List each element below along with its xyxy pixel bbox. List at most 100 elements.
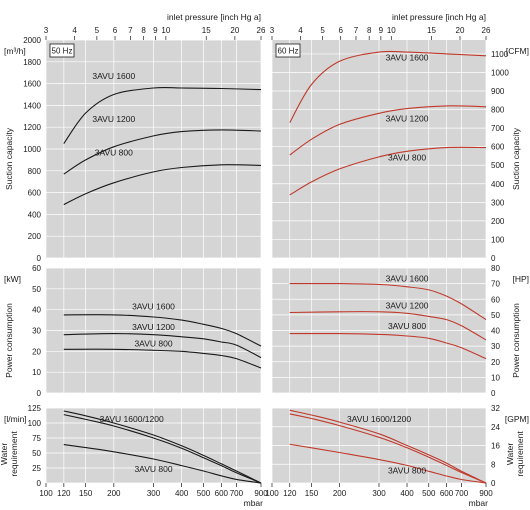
top-axis-tick-label: 8 xyxy=(367,26,372,35)
right-axis-title: Waterrequirement xyxy=(505,431,525,477)
series-line-60hz-suction-2 xyxy=(289,146,487,196)
series-line-60hz-water-2 xyxy=(289,443,487,484)
top-axis-title: inlet pressure [inch Hg a] xyxy=(167,12,261,22)
left-axis-tick-label: 1800 xyxy=(23,58,41,67)
curve-label: 3AVU 800 xyxy=(95,148,133,158)
series-line-50hz-power-2 xyxy=(63,348,262,369)
left-axis-tick-label: 100 xyxy=(28,419,42,428)
series-line-60hz-suction-0 xyxy=(289,50,487,123)
right-axis-tick-label: 40 xyxy=(491,327,500,336)
top-axis-tick-label: 8 xyxy=(141,26,146,35)
top-axis-tick-label: 26 xyxy=(482,26,491,35)
left-axis-tick-label: 20 xyxy=(32,347,41,356)
left-axis-tick-label: 60 xyxy=(32,264,41,273)
right-axis-tick-label: 500 xyxy=(491,161,505,170)
curve-label: 3AVU 1600 xyxy=(386,273,429,283)
right-axis-tick-label: 30 xyxy=(491,342,500,351)
bottom-axis-unit: mbar xyxy=(469,498,489,508)
series-line-60hz-suction-1 xyxy=(289,105,487,156)
right-axis-tick-label: 900 xyxy=(491,87,505,96)
curve-label: 3AVU 1200 xyxy=(92,114,135,124)
frequency-badge xyxy=(275,43,301,58)
left-axis-tick-label: 0 xyxy=(37,254,42,263)
bottom-axis-tick-label: 400 xyxy=(400,489,414,498)
left-axis-unit: [m³/h] xyxy=(4,46,26,56)
top-axis-tick-label: 3 xyxy=(270,26,275,35)
top-axis-tick-label: 4 xyxy=(72,26,77,35)
bottom-axis-tick-label: 150 xyxy=(305,489,319,498)
frequency-badge xyxy=(49,43,75,58)
right-axis-tick-label: 70 xyxy=(491,280,500,289)
left-axis-title: Waterrequirement xyxy=(0,431,19,477)
series-line-50hz-suction-2 xyxy=(63,164,262,206)
series-line-50hz-power-1 xyxy=(63,333,262,359)
top-axis-tick-label: 20 xyxy=(230,26,239,35)
left-axis-tick-label: 0 xyxy=(37,389,42,398)
top-axis-tick-label: 15 xyxy=(202,26,211,35)
curve-label: 3AVU 1200 xyxy=(386,114,429,124)
curve-label: 3AVU 800 xyxy=(388,153,426,163)
left-axis-tick-label: 0 xyxy=(37,479,42,488)
right-axis-tick-label: 16 xyxy=(491,442,500,451)
frequency-badge-label: 50 Hz xyxy=(52,47,73,56)
left-axis-tick-label: 50 xyxy=(32,285,41,294)
series-line-50hz-suction-0 xyxy=(63,86,262,144)
right-axis-tick-label: 1100 xyxy=(491,50,509,59)
series-line-60hz-power-0 xyxy=(289,283,487,321)
series-line-60hz-power-1 xyxy=(289,311,487,341)
right-axis-tick-label: 700 xyxy=(491,124,505,133)
curve-label: 3AVU 800 xyxy=(388,321,426,331)
left-axis-tick-label: 1000 xyxy=(23,145,41,154)
top-axis-tick-label: 4 xyxy=(298,26,303,35)
left-axis-tick-label: 1200 xyxy=(23,123,41,132)
curve-label: 3AVU 800 xyxy=(388,466,426,476)
top-axis-tick-label: 3 xyxy=(44,26,49,35)
right-axis-tick-label: 60 xyxy=(491,295,500,304)
curve-label: 3AVU 1600/1200 xyxy=(100,414,164,424)
left-axis-tick-label: 400 xyxy=(28,210,42,219)
curve-label: 3AVU 800 xyxy=(134,339,172,349)
top-axis-tick-label: 26 xyxy=(257,26,266,35)
bottom-axis-tick-label: 100 xyxy=(39,489,53,498)
bottom-axis-tick-label: 200 xyxy=(333,489,347,498)
right-axis-tick-label: 32 xyxy=(491,404,500,413)
bottom-axis-tick-label: 400 xyxy=(175,489,189,498)
right-axis-unit: [HP] xyxy=(512,274,529,284)
bottom-axis-tick-label: 900 xyxy=(479,489,493,498)
top-axis-tick-label: 6 xyxy=(113,26,118,35)
top-axis-tick-label: 9 xyxy=(379,26,384,35)
bottom-axis-tick-label: 700 xyxy=(230,489,244,498)
top-axis-title: inlet pressure [inch Hg a] xyxy=(392,12,486,22)
left-axis-tick-label: 600 xyxy=(28,189,42,198)
right-axis-tick-label: 200 xyxy=(491,217,505,226)
left-axis-tick-label: 200 xyxy=(28,232,42,241)
top-axis-tick-label: 5 xyxy=(320,26,325,35)
right-axis-tick-label: 80 xyxy=(491,264,500,273)
left-axis-title: Power consumption xyxy=(4,303,14,378)
left-axis-tick-label: 1600 xyxy=(23,80,41,89)
curve-label: 3AVU 1200 xyxy=(386,301,429,311)
bottom-axis-tick-label: 600 xyxy=(440,489,454,498)
left-axis-tick-label: 10 xyxy=(32,368,41,377)
top-axis-tick-label: 7 xyxy=(128,26,133,35)
curve-label: 3AVU 1600 xyxy=(92,71,135,81)
right-axis-tick-label: 800 xyxy=(491,106,505,115)
curve-label: 3AVU 1600/1200 xyxy=(347,414,411,424)
right-axis-tick-label: 20 xyxy=(491,358,500,367)
right-axis-tick-label: 10 xyxy=(491,373,500,382)
bottom-axis-tick-label: 120 xyxy=(283,489,297,498)
top-axis-tick-label: 5 xyxy=(95,26,100,35)
left-axis-tick-label: 2000 xyxy=(23,36,41,45)
bottom-axis-tick-label: 900 xyxy=(254,489,268,498)
top-axis-tick-label: 15 xyxy=(427,26,436,35)
left-axis-tick-label: 800 xyxy=(28,167,42,176)
frequency-badge-label: 60 Hz xyxy=(278,47,299,56)
right-axis-tick-label: 1000 xyxy=(491,68,509,77)
right-axis-tick-label: 100 xyxy=(491,235,505,244)
right-axis-tick-label: 50 xyxy=(491,311,500,320)
left-axis-unit: [l/min] xyxy=(4,414,27,424)
left-axis-tick-label: 75 xyxy=(32,434,41,443)
right-axis-tick-label: 24 xyxy=(491,423,500,432)
series-line-50hz-water-2 xyxy=(63,444,262,484)
